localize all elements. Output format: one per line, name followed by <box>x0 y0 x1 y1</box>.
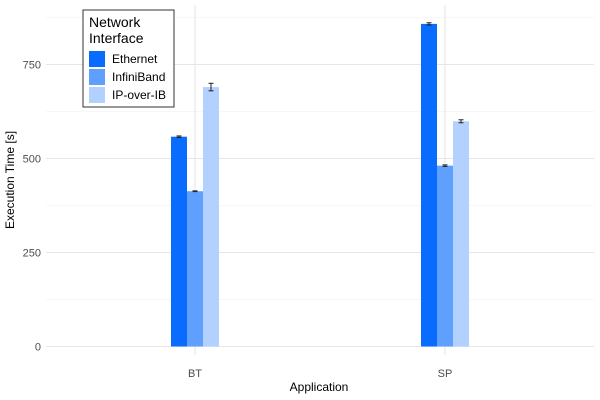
legend-label: InfiniBand <box>112 70 165 84</box>
legend-swatch <box>89 87 105 103</box>
legend-label: Ethernet <box>112 52 158 66</box>
error-bars <box>176 22 464 193</box>
y-axis-ticks: 0 250 500 750 <box>23 60 41 354</box>
error-bar <box>208 82 214 92</box>
bar <box>437 165 453 347</box>
bar <box>203 87 219 347</box>
x-tick-label: SP <box>438 368 453 380</box>
legend-label: IP-over-IB <box>112 88 166 102</box>
legend-title-line2: Interface <box>89 30 144 46</box>
x-axis-ticks: BT SP <box>188 368 452 380</box>
bar <box>171 136 187 347</box>
bar <box>421 23 437 347</box>
error-bar <box>176 135 182 138</box>
error-bar <box>192 190 198 193</box>
y-tick-label: 250 <box>23 248 41 260</box>
error-bar <box>426 22 432 26</box>
y-tick-label: 0 <box>35 342 41 354</box>
x-tick-label: BT <box>188 368 202 380</box>
legend-title-line1: Network <box>89 14 141 30</box>
y-tick-label: 500 <box>23 154 41 166</box>
error-bar <box>458 119 464 124</box>
legend-swatch <box>89 51 105 67</box>
legend-swatch <box>89 69 105 85</box>
bar <box>453 121 469 347</box>
bar <box>187 191 203 347</box>
bars <box>171 23 469 347</box>
x-axis-title: Application <box>290 380 349 394</box>
error-bar <box>442 164 448 167</box>
y-axis-title: Execution Time [s] <box>3 131 17 229</box>
y-tick-label: 750 <box>23 60 41 72</box>
legend: Network Interface Ethernet InfiniBand IP-o… <box>82 9 175 108</box>
legend-items: Ethernet InfiniBand IP-over-IB <box>89 51 166 103</box>
